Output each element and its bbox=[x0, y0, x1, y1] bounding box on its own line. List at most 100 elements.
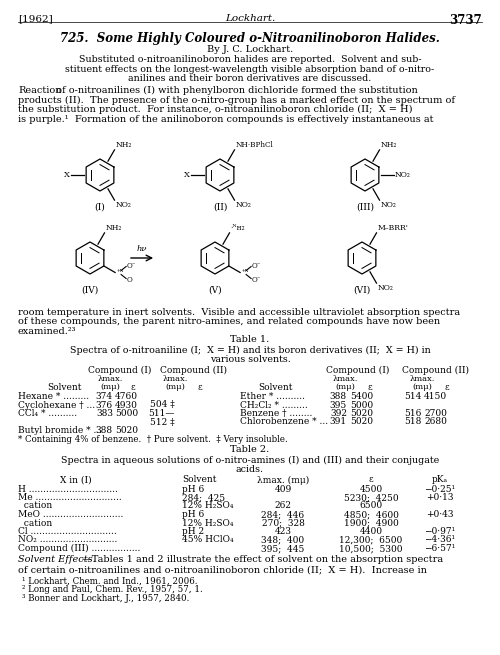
Text: 511—: 511— bbox=[148, 409, 175, 418]
Text: λmax.: λmax. bbox=[98, 375, 122, 383]
Text: 6500: 6500 bbox=[360, 502, 382, 510]
Text: MeO ............................: MeO ............................ bbox=[18, 510, 124, 519]
Text: Substituted o-nitroanilinoboron halides are reported.  Solvent and sub-: Substituted o-nitroanilinoboron halides … bbox=[78, 55, 422, 64]
Text: NO₂: NO₂ bbox=[116, 201, 132, 209]
Text: O: O bbox=[127, 276, 133, 284]
Text: Compound (II): Compound (II) bbox=[402, 366, 469, 375]
Text: room temperature in inert solvents.  Visible and accessible ultraviolet absorpti: room temperature in inert solvents. Visi… bbox=[18, 308, 460, 317]
Text: 376: 376 bbox=[96, 400, 113, 409]
Text: NH·BPhCl: NH·BPhCl bbox=[236, 141, 274, 149]
Text: (II): (II) bbox=[213, 203, 227, 212]
Text: Chlorobenzene * ...: Chlorobenzene * ... bbox=[240, 417, 328, 426]
Text: 518: 518 bbox=[404, 417, 422, 426]
Text: O⁻: O⁻ bbox=[252, 276, 262, 284]
Text: (I): (I) bbox=[94, 203, 106, 212]
Text: NH₂: NH₂ bbox=[380, 141, 397, 149]
Text: pH 6: pH 6 bbox=[182, 485, 204, 493]
Text: 4850;  4600: 4850; 4600 bbox=[344, 510, 398, 519]
Text: 391: 391 bbox=[330, 417, 347, 426]
Text: ε: ε bbox=[444, 383, 450, 392]
Text: 4930: 4930 bbox=[115, 400, 138, 409]
Text: 12% H₂SO₄: 12% H₂SO₄ bbox=[182, 519, 234, 527]
Text: 12,300;  6500: 12,300; 6500 bbox=[340, 536, 402, 544]
Text: CH₂Cl₂ * .........: CH₂Cl₂ * ......... bbox=[240, 400, 308, 409]
Text: (mμ): (mμ) bbox=[165, 383, 185, 391]
Text: (mμ): (mμ) bbox=[335, 383, 355, 391]
Text: 284;  446: 284; 446 bbox=[262, 510, 304, 519]
Text: 388: 388 bbox=[330, 392, 347, 401]
Text: 516: 516 bbox=[404, 409, 422, 418]
Text: (IV): (IV) bbox=[82, 286, 98, 295]
Text: ⁺ᴺ: ⁺ᴺ bbox=[116, 269, 124, 276]
Text: λmax.: λmax. bbox=[332, 375, 357, 383]
Text: ε: ε bbox=[368, 383, 372, 392]
Text: Compound (I): Compound (I) bbox=[326, 366, 390, 375]
Text: ε: ε bbox=[130, 383, 136, 392]
Text: −0·25¹: −0·25¹ bbox=[424, 485, 456, 493]
Text: By J. C. Lockhart.: By J. C. Lockhart. bbox=[207, 45, 293, 54]
Text: 5000: 5000 bbox=[115, 409, 138, 418]
Text: products (II).  The presence of the o-nitro-group has a marked effect on the spe: products (II). The presence of the o-nit… bbox=[18, 96, 455, 105]
Text: 388: 388 bbox=[96, 426, 113, 435]
Text: cation: cation bbox=[18, 502, 52, 510]
Text: Butyl bromide * ...: Butyl bromide * ... bbox=[18, 426, 102, 435]
Text: ² Long and Paul, Chem. Rev., 1957, 57, 1.: ² Long and Paul, Chem. Rev., 1957, 57, 1… bbox=[22, 586, 203, 595]
Text: Solvent Effects.: Solvent Effects. bbox=[18, 555, 96, 565]
Text: hν: hν bbox=[137, 245, 147, 253]
Text: Table 1.: Table 1. bbox=[230, 335, 270, 344]
Text: anilines and their boron derivatives are discussed.: anilines and their boron derivatives are… bbox=[128, 74, 372, 83]
Text: NO₂: NO₂ bbox=[380, 201, 396, 209]
Text: stituent effects on the longest-wavelength visible absorption band of o-nitro-: stituent effects on the longest-waveleng… bbox=[66, 64, 434, 73]
Text: acids.: acids. bbox=[236, 464, 264, 474]
Text: 2700: 2700 bbox=[424, 409, 447, 418]
Text: 5020: 5020 bbox=[350, 417, 373, 426]
Text: λmax.: λmax. bbox=[162, 375, 188, 383]
Text: ³ Bonner and Lockhart, J., 1957, 2840.: ³ Bonner and Lockhart, J., 1957, 2840. bbox=[22, 594, 190, 603]
Text: 4760: 4760 bbox=[115, 392, 138, 401]
Text: 514: 514 bbox=[404, 392, 422, 401]
Text: Solvent: Solvent bbox=[258, 383, 292, 392]
Text: 4400: 4400 bbox=[360, 527, 382, 536]
Text: 3737: 3737 bbox=[449, 14, 482, 27]
Text: of certain o-nitroanilines and o-nitroanilinoboron chloride (II;  X = H).  Incre: of certain o-nitroanilines and o-nitroan… bbox=[18, 565, 427, 574]
Text: pH 6: pH 6 bbox=[182, 510, 204, 519]
Text: (mμ): (mμ) bbox=[412, 383, 432, 391]
Text: various solvents.: various solvents. bbox=[210, 355, 290, 364]
Text: NH₂: NH₂ bbox=[106, 224, 122, 232]
Text: (mμ): (mμ) bbox=[100, 383, 120, 391]
Text: cation: cation bbox=[18, 519, 52, 527]
Text: M–BRR': M–BRR' bbox=[378, 224, 408, 232]
Text: CCl₄ * ..........: CCl₄ * .......... bbox=[18, 409, 77, 418]
Text: −4·36¹: −4·36¹ bbox=[424, 536, 456, 544]
Text: 409: 409 bbox=[274, 485, 291, 493]
Text: (V): (V) bbox=[208, 286, 222, 295]
Text: of o-nitroanilines (I) with phenylboron dichloride formed the substitution: of o-nitroanilines (I) with phenylboron … bbox=[53, 86, 418, 95]
Text: 5400: 5400 bbox=[350, 392, 373, 401]
Text: ε: ε bbox=[368, 476, 374, 485]
Text: 5230;  4250: 5230; 4250 bbox=[344, 493, 398, 502]
Text: (VI): (VI) bbox=[354, 286, 370, 295]
Text: NO₂ ...........................: NO₂ ........................... bbox=[18, 536, 117, 544]
Text: Spectra in aqueous solutions of o-nitro-amines (I) and (III) and their conjugate: Spectra in aqueous solutions of o-nitro-… bbox=[61, 455, 439, 464]
Text: 395;  445: 395; 445 bbox=[262, 544, 304, 553]
Text: Reaction: Reaction bbox=[18, 86, 62, 95]
Text: 262: 262 bbox=[274, 502, 291, 510]
Text: 383: 383 bbox=[96, 409, 113, 418]
Text: 423: 423 bbox=[274, 527, 291, 536]
Text: Cl ..............................: Cl .............................. bbox=[18, 527, 117, 536]
Text: pH 2: pH 2 bbox=[182, 527, 204, 536]
Text: 12% H₂SO₄: 12% H₂SO₄ bbox=[182, 502, 234, 510]
Text: +0·13: +0·13 bbox=[426, 493, 454, 502]
Text: Cyclohexane † ...: Cyclohexane † ... bbox=[18, 400, 95, 409]
Text: 4150: 4150 bbox=[424, 392, 447, 401]
Text: Solvent: Solvent bbox=[182, 476, 216, 485]
Text: NH₂: NH₂ bbox=[116, 141, 132, 149]
Text: Table 2.: Table 2. bbox=[230, 445, 270, 453]
Text: X: X bbox=[184, 171, 190, 179]
Text: Spectra of o-nitroaniline (I;  X = H) and its boron derivatives (II;  X = H) in: Spectra of o-nitroaniline (I; X = H) and… bbox=[70, 346, 430, 355]
Text: NO₂: NO₂ bbox=[378, 284, 394, 292]
Text: ε: ε bbox=[198, 383, 202, 392]
Text: ⁺ᴺ: ⁺ᴺ bbox=[241, 269, 248, 276]
Text: Compound (III) .................: Compound (III) ................. bbox=[18, 544, 140, 553]
Text: is purple.¹  Formation of the anilinoboron compounds is effectively instantaneou: is purple.¹ Formation of the anilinoboro… bbox=[18, 115, 434, 124]
